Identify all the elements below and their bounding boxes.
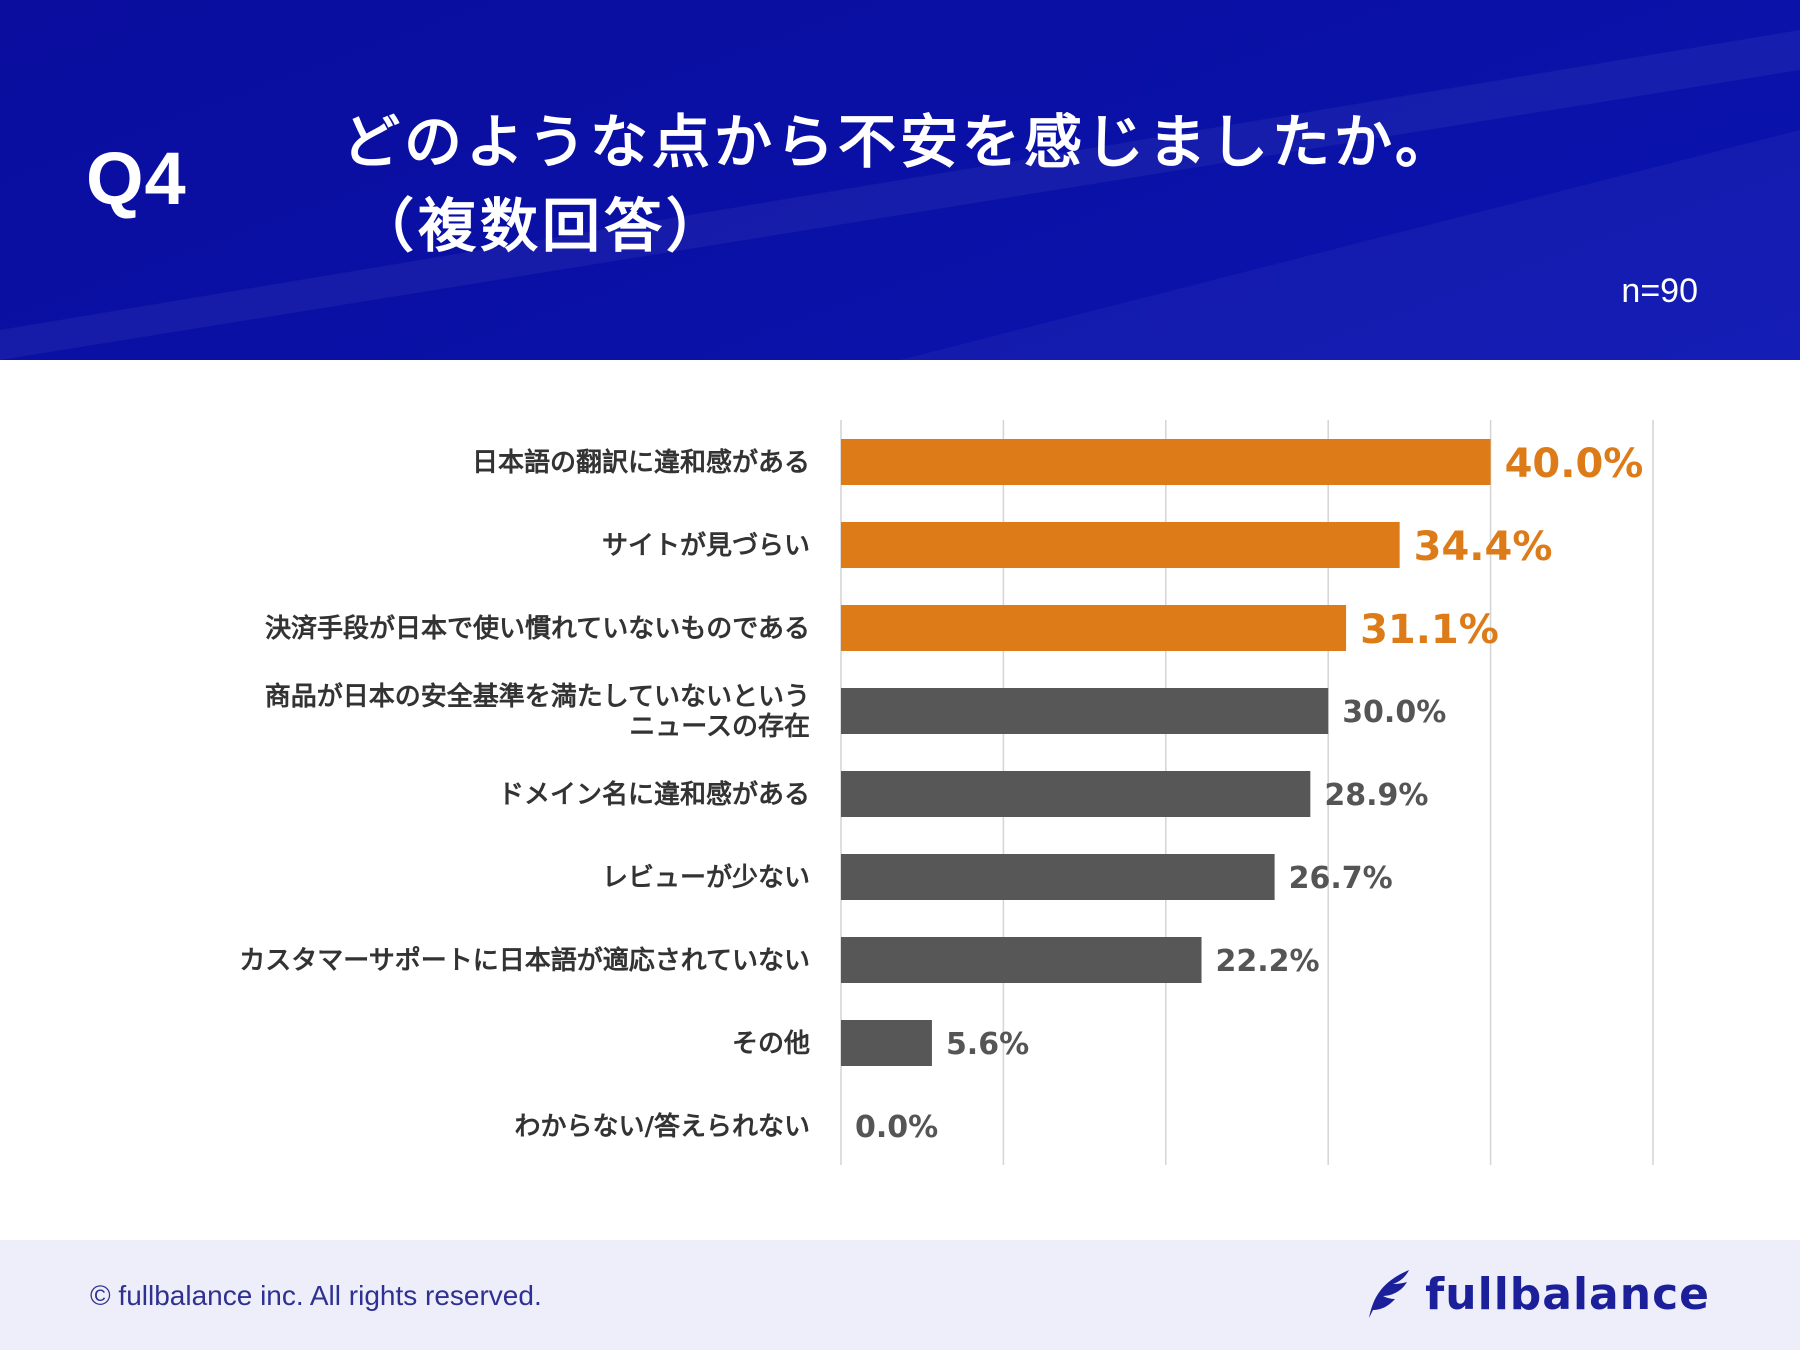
quill-logo-icon xyxy=(1369,1270,1410,1318)
footer: © fullbalance inc. All rights reserved. … xyxy=(0,1240,1800,1350)
bar xyxy=(841,771,1311,817)
value-label: 30.0% xyxy=(1342,695,1446,730)
header-banner: Q4 どのような点から不安を感じましたか。 （複数回答） n=90 xyxy=(0,0,1800,360)
bar xyxy=(841,1020,932,1066)
category-label: レビューが少ない xyxy=(602,862,810,893)
bar xyxy=(841,522,1400,568)
bar-chart: 40.0% 日本語の翻訳に違和感がある 34.4% サイトが見づらい 31.1% 決済手段… xyxy=(0,360,1800,1240)
category-label: ドメイン名に違和感がある xyxy=(498,779,810,810)
bar xyxy=(841,688,1329,734)
value-label: 22.2% xyxy=(1216,944,1320,979)
question-title: どのような点から不安を感じましたか。 （複数回答） xyxy=(342,100,1457,268)
category-label: カスタマーサポートに日本語が適応されていない xyxy=(239,945,810,976)
category-label: 日本語の翻訳に違和感がある xyxy=(472,447,810,478)
copyright-text: © fullbalance inc. All rights reserved. xyxy=(90,1280,542,1311)
value-label: 31.1% xyxy=(1360,607,1499,653)
bar xyxy=(841,439,1491,485)
brand-name: fullbalance xyxy=(1425,1268,1710,1320)
bar xyxy=(841,605,1347,651)
sample-size: n=90 xyxy=(1621,272,1698,310)
value-label: 0.0% xyxy=(855,1110,938,1145)
bar xyxy=(841,854,1275,900)
category-label: その他 xyxy=(732,1029,810,1059)
value-label: 5.6% xyxy=(946,1027,1029,1062)
question-number: Q4 xyxy=(86,137,187,220)
bar-chart-svg: 40.0% 日本語の翻訳に違和感がある 34.4% サイトが見づらい 31.1% 決済手段… xyxy=(239,420,1654,1165)
header-diagonal-stripes xyxy=(0,30,1800,360)
value-label: 28.9% xyxy=(1324,778,1428,813)
value-label: 26.7% xyxy=(1289,861,1393,896)
category-label: わからない/答えられない xyxy=(515,1111,811,1142)
question-title-line1: どのような点から不安を感じましたか。 xyxy=(342,108,1457,176)
category-label: サイトが見づらい xyxy=(602,530,810,561)
value-label: 40.0% xyxy=(1505,441,1644,487)
category-label: 決済手段が日本で使い慣れていないものである xyxy=(265,613,810,644)
bar xyxy=(841,937,1202,983)
question-title-line2: （複数回答） xyxy=(356,192,729,260)
category-label: 商品が日本の安全基準を満たしていないという xyxy=(265,681,810,712)
value-label: 34.4% xyxy=(1414,524,1553,570)
brand-logo: fullbalance xyxy=(1365,1264,1710,1324)
category-label: ニュースの存在 xyxy=(629,712,810,742)
